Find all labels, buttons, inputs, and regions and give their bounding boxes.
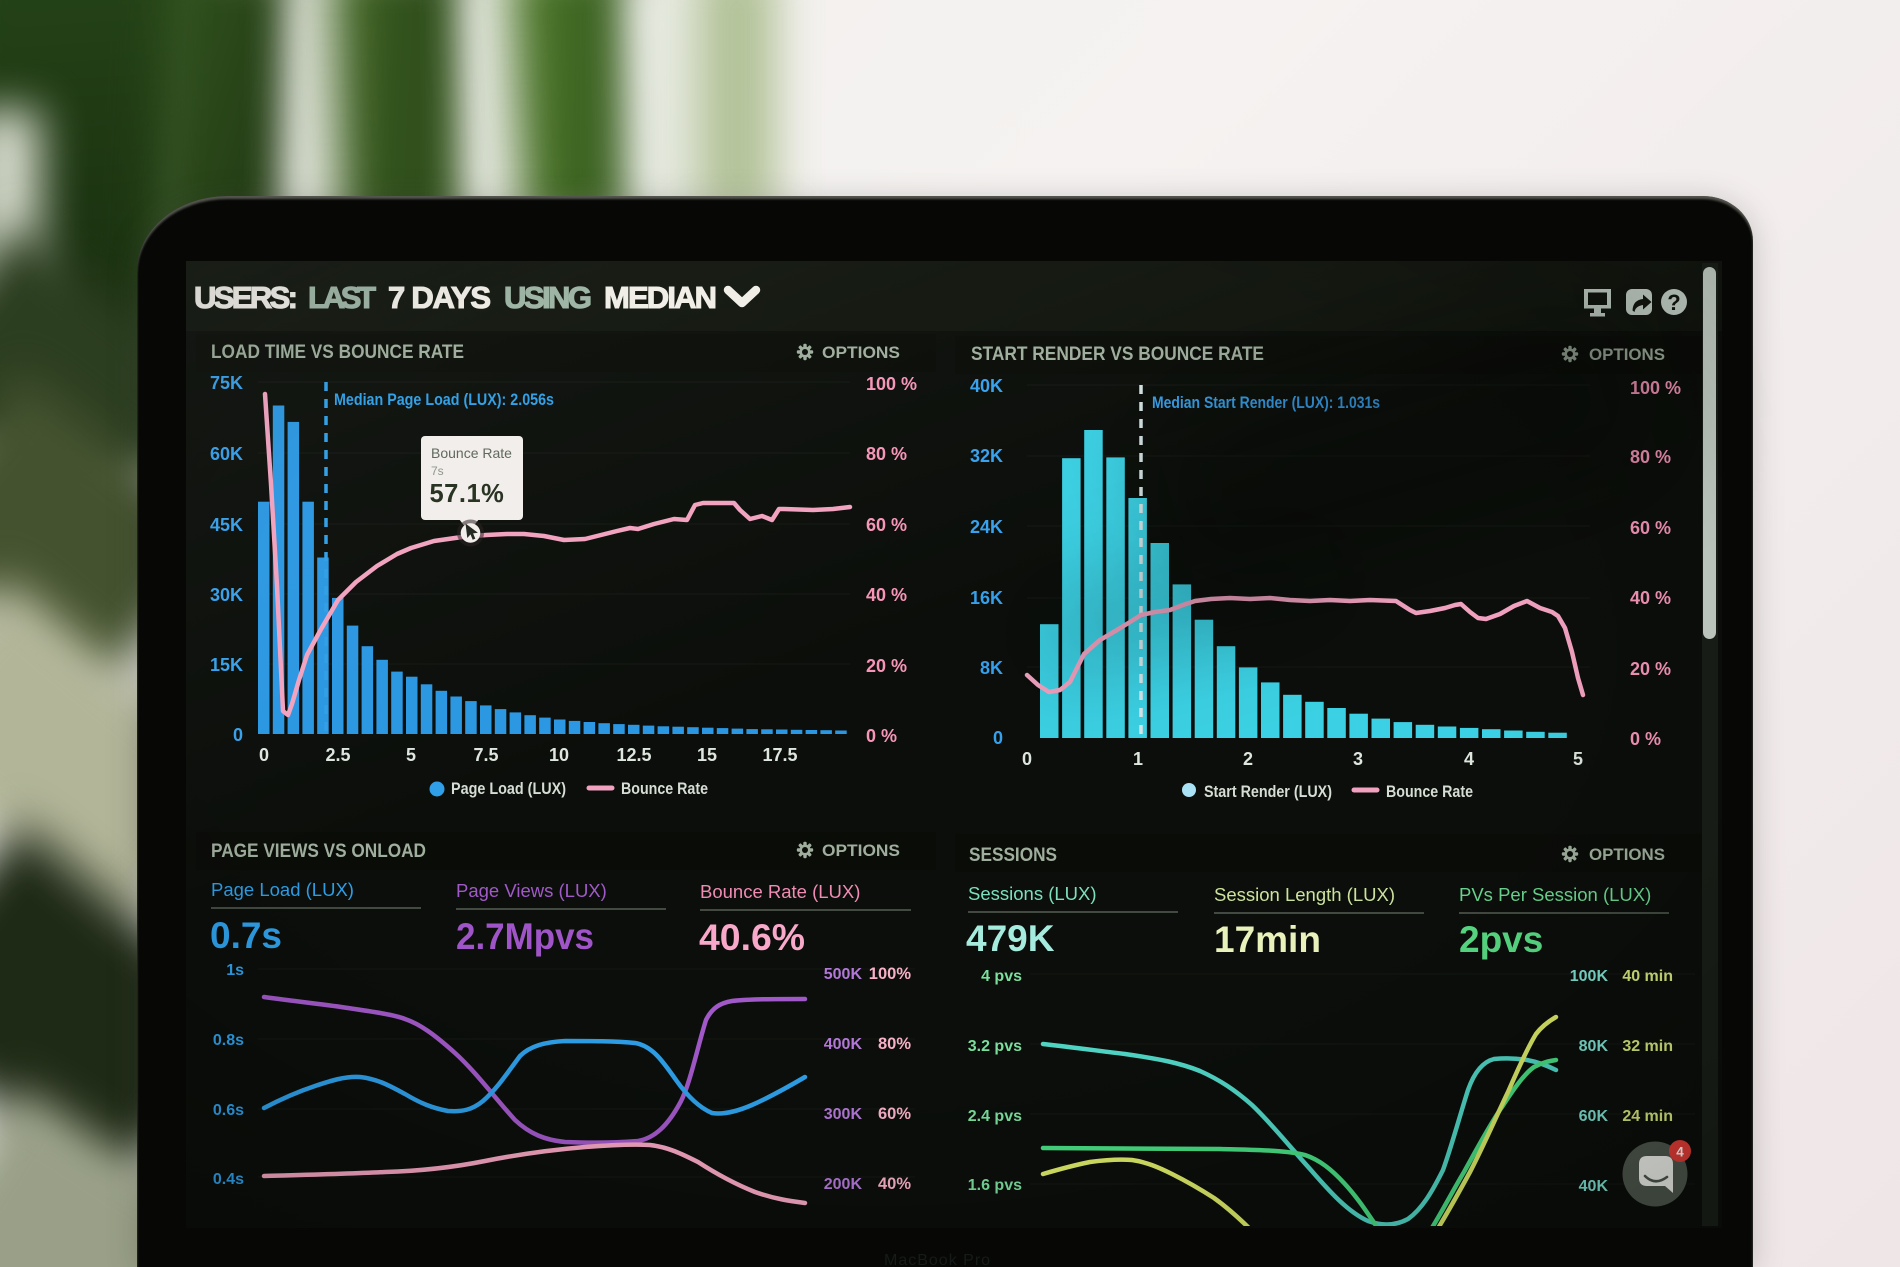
svg-text:MacBook Pro: MacBook Pro [884,1252,991,1267]
